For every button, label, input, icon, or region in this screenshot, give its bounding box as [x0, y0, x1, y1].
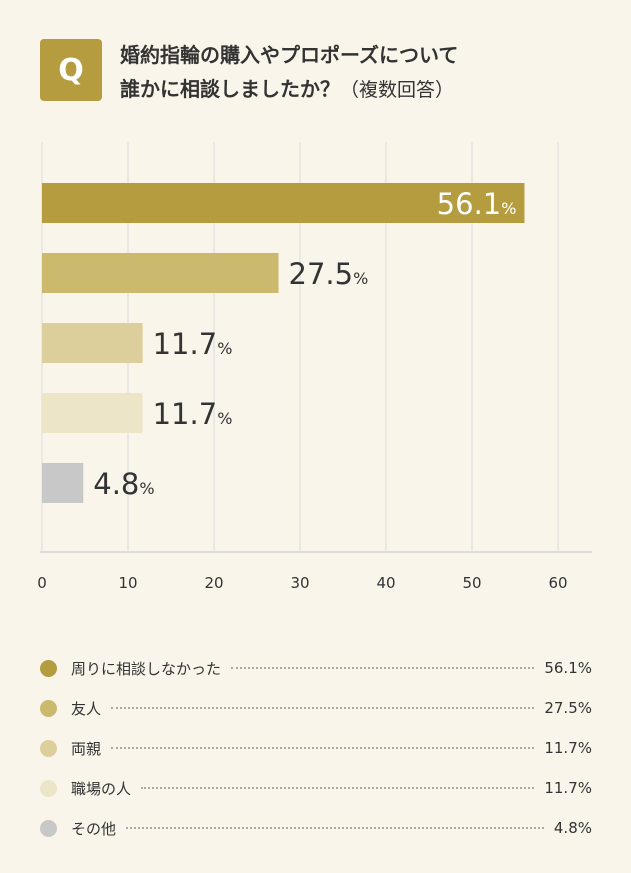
legend-swatch	[40, 659, 57, 677]
bar	[42, 183, 525, 223]
legend-value: 11.7%	[544, 779, 592, 797]
legend-label: 周りに相談しなかった	[71, 659, 222, 678]
dotted-leader	[111, 747, 535, 749]
x-tick-label: 30	[290, 574, 309, 592]
legend-swatch	[40, 739, 57, 757]
legend-label: その他	[71, 819, 117, 838]
legend-value: 4.8%	[553, 819, 592, 837]
legend-label: 友人	[71, 699, 102, 718]
bar-value-label: 4.8%	[93, 467, 154, 501]
bar-value-label: 11.7%	[153, 327, 233, 361]
legend-item: 両親 11.7%	[40, 728, 592, 768]
dotted-leader	[126, 827, 544, 829]
dotted-leader	[111, 707, 535, 709]
legend-item: 職場の人 11.7%	[40, 768, 592, 808]
bar	[42, 393, 143, 433]
question-title-line1: 婚約指輪の購入やプロポーズについて	[120, 43, 459, 67]
legend: 周りに相談しなかった 56.1% 友人 27.5% 両親 11.7% 職場の人 …	[40, 648, 592, 848]
bar-value-label: 11.7%	[153, 397, 233, 431]
legend-label: 両親	[71, 739, 102, 758]
x-tick-label: 20	[204, 574, 223, 592]
question-title: 婚約指輪の購入やプロポーズについて 誰かに相談しましたか？（複数回答）	[120, 38, 600, 107]
legend-item: 周りに相談しなかった 56.1%	[40, 648, 592, 688]
bar-value-label: 56.1%	[437, 187, 517, 221]
question-badge: Q	[40, 39, 102, 101]
legend-value: 27.5%	[544, 699, 592, 717]
legend-item: 友人 27.5%	[40, 688, 592, 728]
legend-value: 11.7%	[544, 739, 592, 757]
x-tick-label: 0	[37, 574, 47, 592]
x-tick-label: 10	[118, 574, 137, 592]
legend-value: 56.1%	[544, 659, 592, 677]
question-title-line2: 誰かに相談しましたか？（複数回答）	[120, 72, 600, 107]
legend-swatch	[40, 779, 57, 797]
bar	[42, 323, 143, 363]
legend-swatch	[40, 819, 57, 837]
bar	[42, 463, 84, 503]
x-tick-label: 40	[376, 574, 395, 592]
bar	[42, 253, 279, 293]
dotted-leader	[231, 667, 535, 669]
question-note: （複数回答）	[340, 79, 455, 101]
dotted-leader	[141, 787, 535, 789]
x-tick-label: 50	[462, 574, 481, 592]
legend-label: 職場の人	[71, 779, 132, 798]
legend-swatch	[40, 699, 57, 717]
question-title-line2-text: 誰かに相談しましたか？	[120, 77, 340, 101]
bar-chart: 0 10 20 30 40 50 60 56.1% 27.5% 11.7% 11.7% 4.8%	[37, 142, 592, 592]
legend-item: その他 4.8%	[40, 808, 592, 848]
bar-value-label: 27.5%	[289, 257, 369, 291]
x-tick-label: 60	[548, 574, 567, 592]
